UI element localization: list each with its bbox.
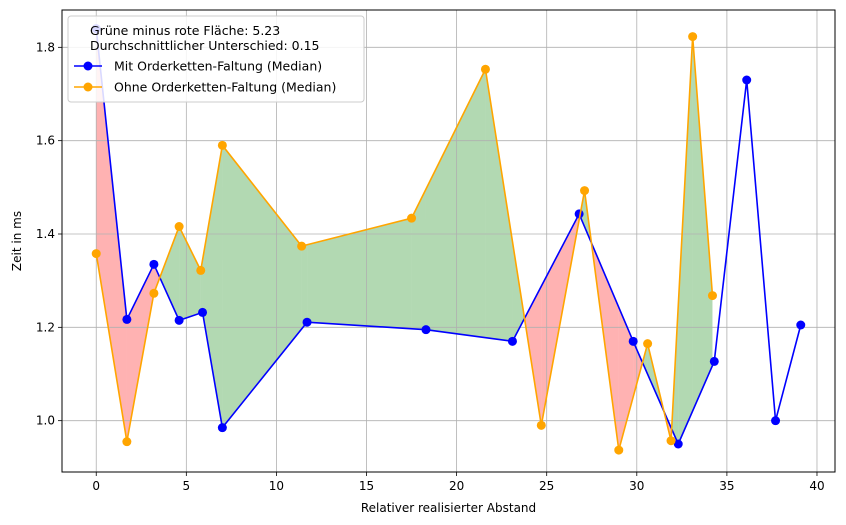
y-tick-label: 1.8 bbox=[36, 40, 55, 54]
legend-annotation-area-diff: Grüne minus rote Fläche: 5.23 bbox=[90, 23, 280, 38]
x-tick-label: 5 bbox=[183, 479, 191, 493]
series-point-1 bbox=[688, 32, 698, 42]
tick-layer: 0 5 10 15 20 25 30 35 40 1.0 1.2 1.4 1.6 1.8 bbox=[36, 40, 825, 493]
series-point-0 bbox=[709, 356, 719, 366]
series-layer bbox=[91, 24, 806, 455]
legend-label-ohne: Ohne Orderketten-Faltung (Median) bbox=[114, 80, 336, 95]
series-point-1 bbox=[536, 420, 546, 430]
fill-area-green bbox=[159, 226, 180, 321]
y-tick-label: 1.2 bbox=[36, 320, 55, 334]
series-point-0 bbox=[628, 336, 638, 346]
fill-area-green bbox=[425, 69, 486, 338]
series-point-1 bbox=[217, 140, 227, 150]
series-point-1 bbox=[196, 265, 206, 275]
series-point-1 bbox=[666, 436, 676, 446]
series-point-0 bbox=[302, 317, 312, 327]
fill-area-red bbox=[126, 264, 154, 442]
series-line-1 bbox=[95, 36, 714, 451]
fill-area-red bbox=[153, 264, 160, 294]
series-point-1 bbox=[707, 291, 717, 301]
x-tick-label: 35 bbox=[719, 479, 734, 493]
x-tick-label: 20 bbox=[449, 479, 464, 493]
x-axis-label: Relativer realisierter Abstand bbox=[361, 501, 536, 515]
legend-marker-mit bbox=[83, 61, 93, 71]
series-point-0 bbox=[673, 439, 683, 449]
x-tick-label: 30 bbox=[629, 479, 644, 493]
fill-area-green bbox=[692, 36, 713, 411]
x-tick-label: 25 bbox=[539, 479, 554, 493]
x-tick-label: 10 bbox=[269, 479, 284, 493]
series-point-0 bbox=[174, 315, 184, 325]
fill-area-green bbox=[512, 241, 525, 342]
series-point-1 bbox=[480, 64, 490, 74]
plot-frame bbox=[61, 9, 836, 473]
series-point-1 bbox=[122, 437, 132, 447]
y-tick-label: 1.4 bbox=[36, 227, 55, 241]
fill-area-green bbox=[301, 244, 308, 329]
y-tick-label: 1.0 bbox=[36, 414, 55, 428]
series-point-0 bbox=[507, 336, 517, 346]
fill-area-green bbox=[307, 218, 412, 329]
series-point-0 bbox=[149, 259, 159, 269]
fill-area-green bbox=[179, 226, 201, 321]
series-point-1 bbox=[614, 445, 624, 455]
series-point-1 bbox=[643, 339, 653, 349]
legend-box bbox=[67, 15, 365, 103]
fill-area-green bbox=[485, 69, 513, 342]
y-tick-label: 1.6 bbox=[36, 134, 55, 148]
x-tick-label: 15 bbox=[359, 479, 374, 493]
fill-area-red bbox=[524, 286, 542, 426]
legend-label-mit: Mit Orderketten-Faltung (Median) bbox=[114, 59, 322, 74]
series-point-0 bbox=[217, 423, 227, 433]
fill-area-red bbox=[96, 28, 127, 442]
x-tick-label: 0 bbox=[92, 479, 100, 493]
series-point-1 bbox=[580, 186, 590, 196]
series-point-0 bbox=[771, 416, 781, 426]
fill-area-green bbox=[202, 145, 223, 428]
series-point-0 bbox=[742, 75, 752, 85]
fill-area-red bbox=[633, 341, 643, 397]
series-point-0 bbox=[421, 325, 431, 335]
series-point-0 bbox=[198, 307, 208, 317]
legend: Grüne minus rote Fläche: 5.23 Durchschni… bbox=[67, 15, 365, 103]
fill-area-green bbox=[411, 189, 426, 330]
x-tick-label: 40 bbox=[809, 479, 824, 493]
series-point-1 bbox=[174, 222, 184, 232]
y-axis-label: Zeit in ms bbox=[10, 211, 24, 271]
series-point-1 bbox=[407, 213, 417, 223]
legend-marker-ohne bbox=[83, 82, 93, 92]
fill-area-green bbox=[678, 36, 693, 444]
series-point-1 bbox=[91, 249, 101, 259]
series-point-0 bbox=[796, 320, 806, 330]
series-point-1 bbox=[297, 241, 307, 251]
series-point-0 bbox=[122, 314, 132, 324]
legend-annotation-mean-diff: Durchschnittlicher Unterschied: 0.15 bbox=[90, 38, 319, 53]
series-point-1 bbox=[149, 288, 159, 298]
fill-area-green bbox=[222, 145, 302, 428]
series-line-0 bbox=[95, 28, 802, 446]
